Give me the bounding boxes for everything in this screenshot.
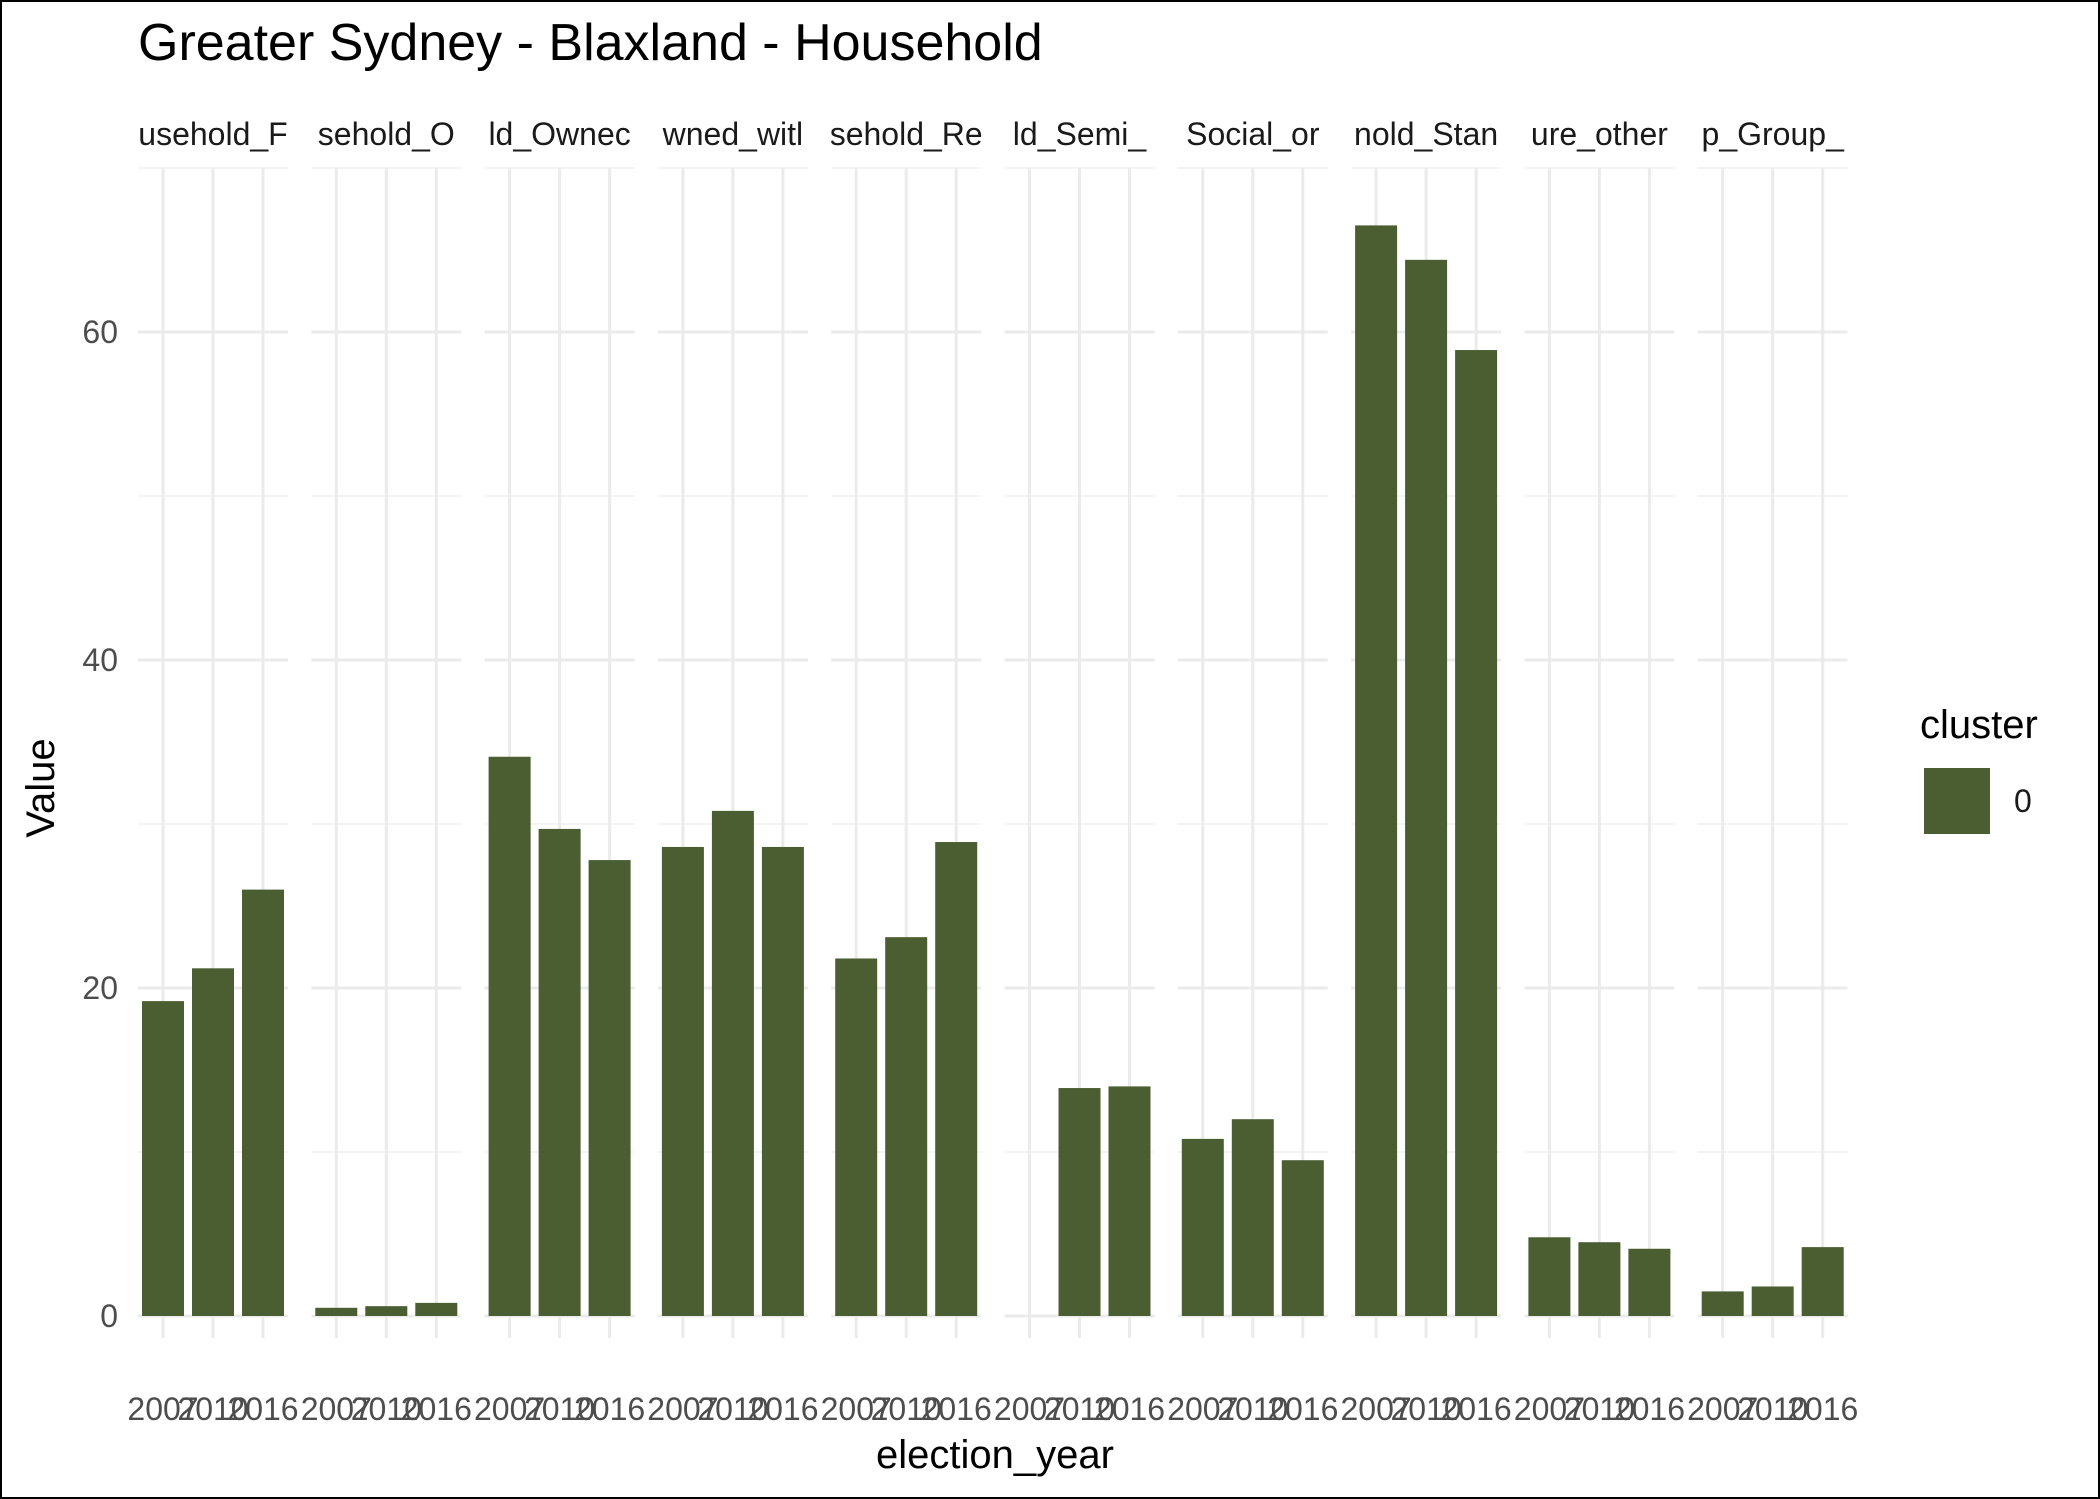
bar	[1355, 225, 1398, 1316]
bar	[415, 1302, 458, 1316]
x-tick-label: 2007	[301, 1391, 372, 1427]
bar	[1528, 1237, 1571, 1316]
facet-strip-label: p_Group_	[1702, 116, 1846, 152]
facet-strip-label: nold_Stan	[1354, 116, 1498, 152]
facet-strip-label: ld_Semi_	[1013, 116, 1148, 152]
facet-strip-label: wned_witl	[662, 116, 804, 152]
facet-strip-label: sehold_Re	[830, 116, 983, 152]
bar	[1231, 1119, 1274, 1316]
bar	[315, 1307, 358, 1316]
x-tick-label: 2016	[1094, 1391, 1165, 1427]
bar	[1701, 1291, 1744, 1316]
facet-strip-label: ure_other	[1531, 116, 1668, 152]
bar	[885, 937, 928, 1316]
y-tick-label: 0	[100, 1298, 118, 1334]
x-tick-label: 2007	[994, 1391, 1065, 1427]
y-tick-label: 40	[82, 642, 118, 678]
x-tick-label: 2010	[351, 1391, 422, 1427]
x-tick-label: 2016	[574, 1391, 645, 1427]
x-axis-title: election_year	[876, 1433, 1114, 1477]
x-tick-label: 2010	[177, 1391, 248, 1427]
bar	[365, 1306, 408, 1316]
grid-layer	[138, 167, 1848, 1338]
bar	[1801, 1247, 1844, 1316]
x-tick-label: 2010	[1737, 1391, 1808, 1427]
x-tick-label: 2007	[1167, 1391, 1238, 1427]
bar	[1578, 1242, 1621, 1316]
x-tick-label: 2007	[1341, 1391, 1412, 1427]
x-tick-label: 2016	[1441, 1391, 1512, 1427]
facet-strip-label: sehold_O	[318, 116, 455, 152]
x-tick-label: 2016	[401, 1391, 472, 1427]
bar	[661, 846, 704, 1316]
bar	[1058, 1088, 1101, 1316]
x-tick-label: 2010	[1391, 1391, 1462, 1427]
y-tick-label: 20	[82, 970, 118, 1006]
x-tick-label: 2016	[227, 1391, 298, 1427]
bar	[1405, 259, 1448, 1317]
bar	[711, 810, 754, 1316]
bar	[588, 860, 631, 1316]
bar	[761, 846, 804, 1316]
x-tick-label: 2016	[747, 1391, 818, 1427]
legend-title: cluster	[1920, 703, 2038, 747]
bar	[242, 889, 284, 1316]
bar	[1181, 1138, 1224, 1316]
x-tick-label: 2007	[1514, 1391, 1585, 1427]
x-tick-label: 2007	[1687, 1391, 1758, 1427]
bar	[1281, 1160, 1324, 1316]
x-tick-label: 2010	[1044, 1391, 1115, 1427]
x-tick-label: 2016	[1267, 1391, 1338, 1427]
y-tick-labels: 0 20 40 60	[82, 314, 118, 1334]
y-axis-title: Value	[19, 738, 63, 837]
facet-strip-label: usehold_F	[138, 116, 287, 152]
legend: cluster 0	[1920, 703, 2038, 834]
bar	[1108, 1086, 1151, 1316]
bar	[538, 828, 581, 1316]
x-tick-label: 2007	[647, 1391, 718, 1427]
x-tick-label: 2007	[821, 1391, 892, 1427]
bar	[488, 756, 531, 1316]
x-tick-label: 2010	[1217, 1391, 1288, 1427]
x-tick-label: 2010	[871, 1391, 942, 1427]
x-tick-label: 2007	[474, 1391, 545, 1427]
bar	[142, 1001, 184, 1316]
bars-layer	[142, 225, 1844, 1317]
x-tick-label: 2010	[1564, 1391, 1635, 1427]
x-tick-label: 2010	[524, 1391, 595, 1427]
y-tick-label: 60	[82, 314, 118, 350]
bar	[835, 958, 878, 1316]
legend-label: 0	[2014, 783, 2032, 819]
x-tick-label: 2016	[1787, 1391, 1858, 1427]
bar	[1751, 1286, 1794, 1316]
strip-labels: usehold_F sehold_O ld_Ownec wned_witl sehold…	[138, 116, 1845, 152]
facet-strip-label: Social_or	[1186, 116, 1320, 152]
bar	[192, 968, 234, 1316]
chart-title: Greater Sydney - Blaxland - Household	[138, 14, 1043, 72]
x-tick-label: 2007	[127, 1391, 198, 1427]
facet-strip-label: ld_Ownec	[488, 116, 630, 152]
x-tick-label: 2010	[697, 1391, 768, 1427]
bar	[1455, 350, 1498, 1316]
x-tick-label: 2016	[921, 1391, 992, 1427]
x-tick-label: 2016	[1614, 1391, 1685, 1427]
bar	[935, 842, 978, 1316]
bar	[1628, 1248, 1671, 1316]
legend-swatch	[1924, 768, 1990, 834]
